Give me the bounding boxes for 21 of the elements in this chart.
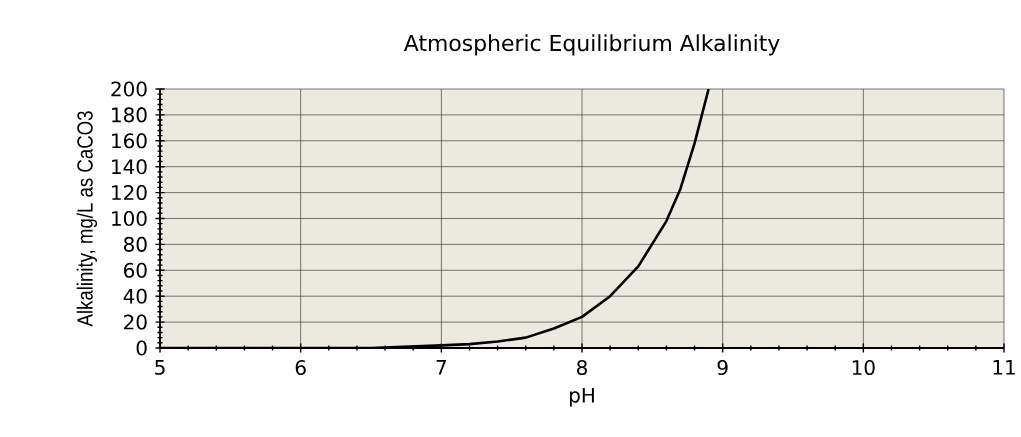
y-tick-label: 80 [124, 236, 147, 252]
x-tick-label: 6 [295, 360, 306, 376]
y-tick-label: 40 [123, 288, 147, 304]
y-tick-label: 120 [112, 185, 147, 201]
x-tick-label: 5 [155, 360, 165, 375]
y-axis-title: Alkalinity, mg/L as CaCO3 [76, 111, 98, 327]
x-tick-label: 8 [577, 360, 587, 376]
y-tick-label: 140 [112, 159, 147, 175]
y-tick-label: 180 [112, 107, 147, 123]
y-tick-label: 100 [112, 210, 147, 227]
y-tick-label: 60 [124, 262, 147, 278]
x-tick-label: 7 [436, 360, 446, 375]
y-tick-label: 200 [111, 81, 147, 97]
x-tick-label: 9 [717, 360, 728, 376]
y-tick-label: 0 [136, 340, 147, 356]
x-tick-label: 10 [852, 360, 875, 376]
x-tick-label: 11 [993, 360, 1015, 375]
chart-title: Atmospheric Equilibrium Alkalinity [403, 34, 780, 56]
y-tick-label: 160 [112, 133, 147, 149]
x-axis-title: pH [570, 387, 594, 407]
y-tick-label: 20 [124, 314, 147, 330]
